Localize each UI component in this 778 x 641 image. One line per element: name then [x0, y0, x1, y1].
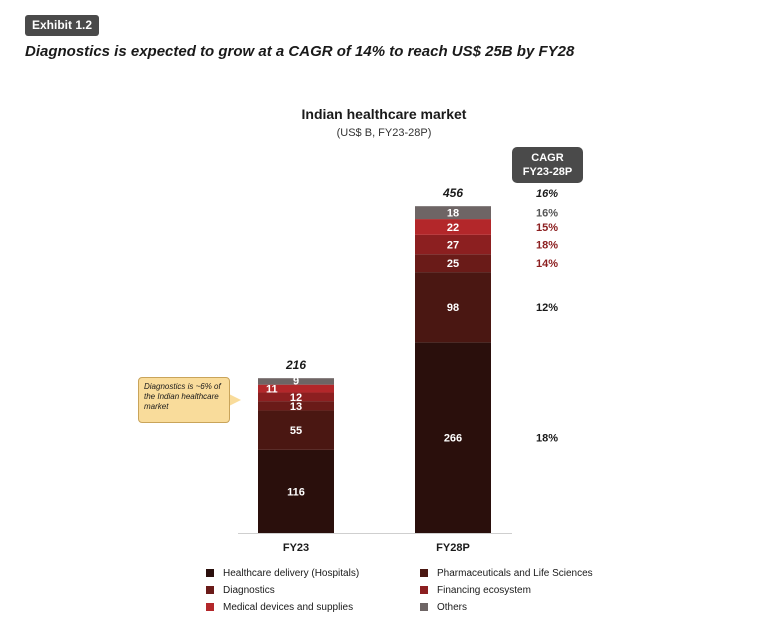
legend-label: Healthcare delivery (Hospitals) — [223, 568, 360, 579]
bar-value-label: 266 — [444, 433, 462, 445]
legend-swatch — [420, 586, 428, 594]
bar-segment-fy28p-2 — [415, 254, 491, 273]
legend-swatch — [206, 586, 214, 594]
bar-value-label: 55 — [290, 425, 302, 437]
callout-pointer — [229, 394, 241, 406]
legend-label: Diagnostics — [223, 585, 275, 596]
legend-swatch — [420, 569, 428, 577]
bar-segment-fy23-2 — [258, 401, 334, 411]
bar-segment-fy23-0 — [258, 449, 334, 533]
legend-item: Pharmaceuticals and Life Sciences — [420, 568, 593, 580]
cagr-header-badge: CAGR FY23-28P — [512, 147, 583, 183]
bar-value-label: 116 — [287, 486, 305, 498]
x-tick-label: FY28P — [436, 542, 470, 554]
legend-item: Healthcare delivery (Hospitals) — [206, 568, 359, 580]
legend-label: Medical devices and supplies — [223, 602, 354, 613]
bar-value-label: 25 — [447, 258, 459, 270]
bar-total-label: 216 — [285, 358, 306, 372]
legend-item: Others — [420, 602, 467, 614]
bar-segment-fy28p-5 — [415, 206, 491, 220]
bar-value-label: 98 — [447, 302, 459, 314]
legend-label: Pharmaceuticals and Life Sciences — [437, 568, 593, 579]
bar-value-label: 12 — [290, 392, 302, 404]
bar-value-label: 9 — [293, 375, 299, 387]
legend-label: Financing ecosystem — [437, 585, 531, 596]
bar-segment-fy23-4 — [258, 384, 334, 393]
bar-value-label: 27 — [447, 240, 459, 252]
bar-segment-fy28p-3 — [415, 234, 491, 255]
exhibit-badge: Exhibit 1.2 — [25, 15, 100, 36]
x-tick-label: FY23 — [283, 542, 309, 554]
cagr-value: 15% — [536, 222, 558, 234]
bar-total-label: 456 — [442, 186, 463, 200]
legend-swatch — [420, 603, 428, 611]
legend-item: Diagnostics — [206, 585, 275, 597]
bar-value-label: 22 — [447, 222, 459, 234]
legend-label: Others — [437, 602, 468, 613]
chart-title: Indian healthcare market — [301, 106, 467, 122]
chart-subtitle: (US$ B, FY23-28P) — [336, 127, 432, 139]
legend-swatch — [206, 603, 214, 611]
legend-item: Medical devices and supplies — [206, 602, 353, 614]
bar-segment-fy28p-0 — [415, 342, 491, 533]
cagr-header-line2: FY23-28P — [522, 166, 573, 178]
cagr-value: 18% — [536, 240, 558, 252]
cagr-total-value: 16% — [536, 188, 558, 200]
cagr-value: 18% — [536, 433, 558, 445]
bar-value-label: 13 — [290, 401, 302, 413]
bar-segment-fy28p-1 — [415, 272, 491, 343]
bar-segment-fy28p-4 — [415, 219, 491, 235]
cagr-value: 12% — [536, 302, 558, 314]
cagr-value: 14% — [536, 258, 558, 270]
headline: Diagnostics is expected to grow at a CAG… — [25, 43, 575, 60]
bar-value-label: 11 — [266, 384, 278, 396]
bar-segment-fy23-1 — [258, 410, 334, 450]
bar-value-label: 18 — [447, 208, 459, 220]
cagr-value: 16% — [536, 208, 558, 220]
diagnostics-callout: Diagnostics is ~6% of the Indian healthc… — [138, 377, 230, 423]
legend-item: Financing ecosystem — [420, 585, 531, 597]
legend-swatch — [206, 569, 214, 577]
bar-segment-fy23-5 — [258, 378, 334, 385]
bar-segment-fy23-3 — [258, 392, 334, 402]
cagr-header-line1: CAGR — [531, 152, 564, 164]
